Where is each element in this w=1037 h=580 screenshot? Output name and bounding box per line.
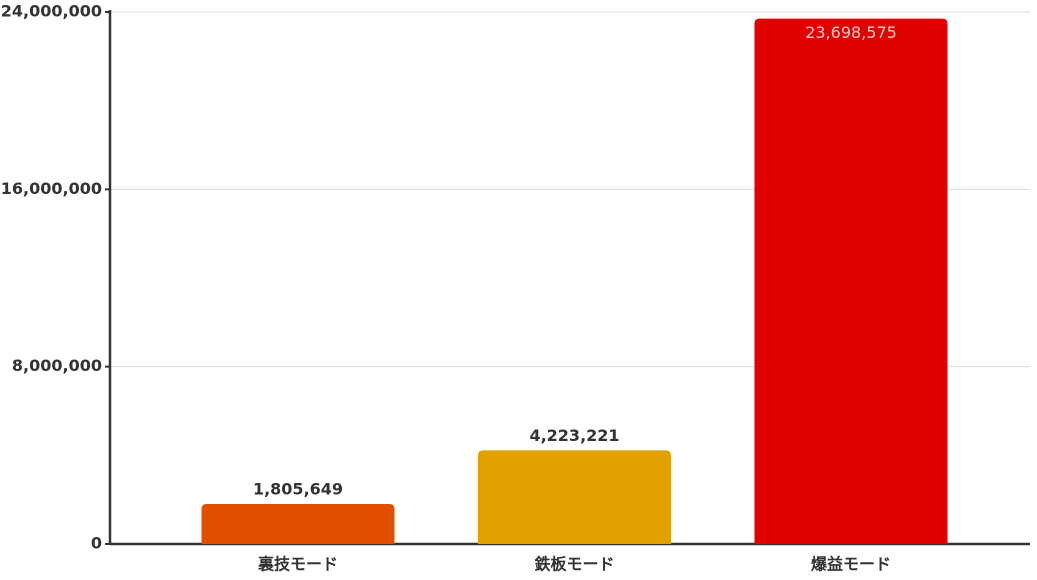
x-tick-label: 爆益モード (811, 555, 891, 574)
y-tick-label: 24,000,000 (1, 2, 102, 21)
bar (754, 18, 948, 545)
value-label: 1,805,649 (253, 479, 343, 498)
value-label: 4,223,221 (529, 426, 619, 445)
x-tick-label: 鉄板モード (534, 555, 614, 574)
bar (201, 503, 395, 544)
y-tick-label: 16,000,000 (1, 179, 102, 198)
y-tick-label: 8,000,000 (12, 356, 102, 375)
bar (478, 450, 671, 544)
x-tick-label: 裏技モード (257, 555, 338, 574)
value-label: 23,698,575 (805, 23, 897, 42)
y-tick-label: 0 (91, 534, 102, 553)
